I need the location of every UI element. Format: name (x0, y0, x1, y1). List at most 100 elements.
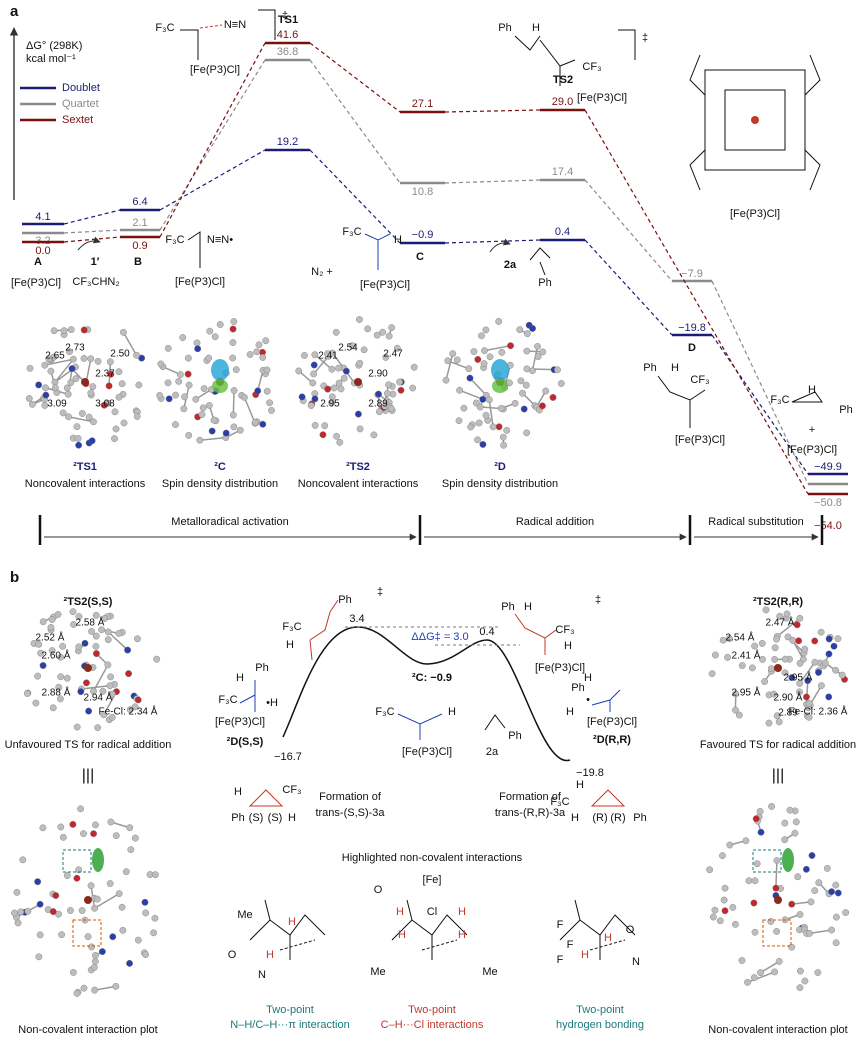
model-atom (120, 419, 128, 427)
model-atom (180, 405, 188, 413)
model-atom (115, 890, 123, 898)
model-atom (56, 695, 64, 703)
model-atom (230, 318, 238, 325)
model-atom (134, 635, 141, 643)
equivalence: ||| (82, 767, 94, 784)
energy-value: ΔΔG‡ = 3.0 (411, 631, 468, 643)
model-atom (118, 380, 126, 388)
bond (248, 789, 284, 807)
state-label: TS2 (553, 74, 573, 86)
bond (514, 35, 576, 86)
model-atom (67, 326, 75, 334)
model-atom (230, 387, 238, 394)
model-atom (90, 963, 98, 971)
chem-label: F (567, 939, 574, 951)
chem-label: CF₃ (690, 374, 709, 386)
distance-label: 2.89 (368, 399, 388, 410)
model-atom (240, 393, 248, 401)
model-atom (94, 724, 102, 732)
model-atom (205, 402, 213, 409)
model-atom (119, 926, 127, 934)
chem-label: H (234, 786, 242, 798)
model-atom (384, 390, 391, 397)
nci-caption: Two-point (408, 1004, 456, 1016)
model-atom (523, 330, 531, 338)
chem-label: CF₃ (555, 624, 574, 636)
model-atom (126, 706, 134, 714)
model-atom (801, 977, 809, 985)
model-bond (232, 390, 235, 416)
model-atom (105, 382, 113, 390)
model-atom (172, 391, 180, 399)
model-atom (781, 819, 789, 827)
energy-value: 2.1 (132, 217, 147, 229)
bracket (618, 29, 636, 60)
model-atom (104, 661, 112, 669)
model-atom (817, 628, 825, 636)
energy-value: −7.9 (681, 268, 703, 280)
chem-label: H (398, 929, 406, 941)
model-atom (393, 344, 401, 352)
model-atom (111, 408, 119, 416)
model-atom (172, 421, 179, 429)
model-atom (330, 384, 338, 392)
model-atom (69, 355, 77, 363)
nci-box (762, 919, 792, 947)
model-atom (781, 669, 789, 677)
chem-label: [Fe(P3)Cl] (215, 716, 265, 728)
model-atom (767, 918, 775, 925)
model-atom (745, 877, 753, 885)
model-atom (721, 907, 729, 915)
bond (187, 231, 201, 268)
model-atom (57, 823, 65, 831)
model-atom (497, 405, 505, 412)
model-atom (41, 361, 49, 369)
model-atom (165, 395, 173, 403)
distance-label: 2.94 Å (84, 691, 113, 704)
model-atom (364, 325, 372, 333)
model-atom (57, 653, 65, 661)
model-atom (35, 381, 43, 389)
model-caption: Spin density distribution (162, 478, 278, 490)
model-atom (35, 953, 43, 961)
model-atom (106, 358, 114, 366)
model-atom (495, 423, 503, 431)
model-atom (373, 331, 381, 339)
chem-label: H (288, 812, 296, 824)
model-atom (811, 887, 819, 895)
legend-label: Sextet (62, 114, 93, 126)
nci-caption: N–H/C–H···π interaction (230, 1019, 349, 1031)
model-caption: Noncovalent interactions (25, 478, 146, 490)
model-atom (335, 364, 343, 372)
connector (159, 59, 266, 231)
model-atom (48, 616, 56, 623)
model-name: ²TS2(R,R) (753, 596, 803, 608)
axis-title: ΔG° (298K) (26, 40, 82, 52)
chem-label: [Fe(P3)Cl] (360, 279, 410, 291)
chem-label: [Fe(P3)Cl] (577, 92, 627, 104)
distance-label: 2.90 Å (774, 691, 803, 704)
model-atom (92, 642, 100, 650)
model-atom (133, 351, 140, 359)
model-atom (818, 682, 825, 690)
model-atom (465, 365, 473, 373)
chem-label: H (532, 22, 540, 34)
model-atom (453, 356, 461, 364)
bond (590, 789, 626, 807)
model-bond (243, 397, 256, 424)
model-atom (503, 426, 511, 434)
model-bond (68, 416, 94, 423)
model-atom (23, 690, 31, 697)
model-atom (107, 673, 115, 681)
model-atom (776, 612, 784, 620)
model-atom (522, 381, 530, 389)
model-atom (781, 655, 789, 663)
model-atom (229, 354, 237, 362)
model-atom (153, 655, 161, 663)
model-atom (370, 431, 378, 439)
model-atom (821, 659, 829, 667)
model-atom (54, 611, 62, 618)
bracket (258, 9, 276, 40)
model-atom (719, 852, 726, 860)
model-atom (775, 718, 783, 726)
